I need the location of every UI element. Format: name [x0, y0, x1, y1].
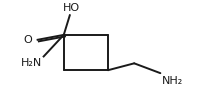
- Text: O: O: [24, 35, 33, 45]
- Text: HO: HO: [63, 3, 80, 13]
- Text: NH₂: NH₂: [162, 76, 184, 86]
- Text: H₂N: H₂N: [20, 58, 42, 68]
